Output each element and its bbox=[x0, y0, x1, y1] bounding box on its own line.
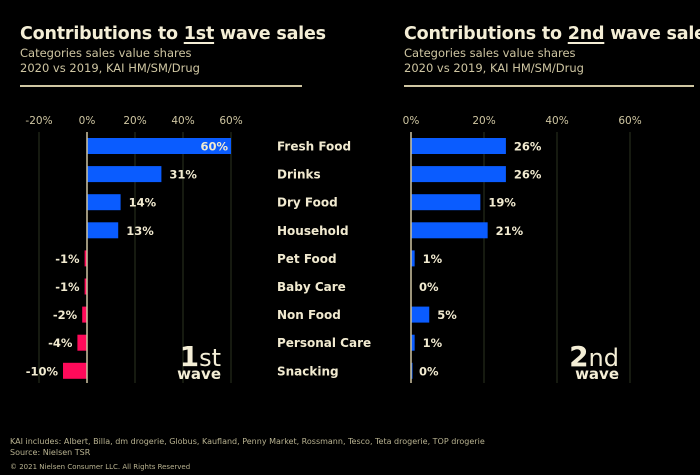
wave-watermark: 1st bbox=[180, 340, 221, 373]
data-label: 0% bbox=[419, 364, 439, 378]
bar bbox=[411, 334, 415, 351]
data-label: 14% bbox=[129, 196, 157, 210]
chart-subtitle-2a: Categories sales value shares bbox=[404, 46, 576, 60]
x-tick-label: 60% bbox=[219, 115, 242, 127]
x-tick-label: 20% bbox=[472, 115, 495, 127]
bar bbox=[411, 194, 481, 211]
data-label: 0% bbox=[419, 280, 439, 294]
title-ordinal: 1st bbox=[183, 24, 215, 44]
bar bbox=[87, 222, 119, 239]
category-label: Pet Food bbox=[277, 252, 337, 266]
data-label: -1% bbox=[55, 280, 80, 294]
bar bbox=[82, 306, 87, 323]
footnote-source: Source: Nielsen TSR bbox=[10, 448, 91, 457]
bar bbox=[77, 334, 87, 351]
bar bbox=[411, 306, 430, 323]
category-label: Snacking bbox=[277, 364, 339, 378]
data-label: 60% bbox=[200, 140, 228, 154]
bar bbox=[87, 166, 162, 183]
title-pre: Contributions to bbox=[404, 24, 568, 44]
x-tick-label: 0% bbox=[403, 115, 420, 127]
category-label: Drinks bbox=[277, 168, 321, 182]
data-label: -2% bbox=[53, 308, 78, 322]
wave-watermark-label: wave bbox=[177, 365, 221, 383]
chart-subtitle-1a: Categories sales value shares bbox=[20, 46, 192, 60]
footnote-kai: KAI includes: Albert, Billa, dm drogerie… bbox=[10, 437, 485, 446]
data-label: 31% bbox=[169, 168, 197, 182]
chart-subtitle-1b: 2020 vs 2019, KAI HM/SM/Drug bbox=[20, 61, 200, 75]
bar bbox=[411, 250, 415, 267]
data-label: 21% bbox=[496, 224, 524, 238]
x-tick-label: 40% bbox=[171, 115, 194, 127]
bar bbox=[84, 278, 87, 295]
title-post: wave sales bbox=[610, 24, 700, 44]
data-label: -1% bbox=[55, 252, 80, 266]
category-label: Baby Care bbox=[277, 280, 346, 294]
category-label: Personal Care bbox=[277, 336, 371, 350]
bar bbox=[411, 222, 488, 239]
data-label: 26% bbox=[514, 140, 542, 154]
copyright: © 2021 Nielsen Consumer LLC. All Rights … bbox=[10, 463, 191, 471]
wave-watermark: 2nd bbox=[569, 340, 619, 373]
data-label: 19% bbox=[488, 196, 516, 210]
chart-subtitle-2b: 2020 vs 2019, KAI HM/SM/Drug bbox=[404, 61, 584, 75]
category-label: Fresh Food bbox=[277, 140, 351, 154]
category-label: Dry Food bbox=[277, 196, 338, 210]
bar bbox=[411, 138, 506, 154]
data-label: -10% bbox=[26, 364, 59, 378]
bar bbox=[87, 138, 231, 154]
data-label: 13% bbox=[126, 224, 154, 238]
bar bbox=[411, 166, 506, 183]
title-post: wave sales bbox=[214, 24, 326, 44]
data-label: 1% bbox=[423, 336, 443, 350]
x-tick-label: -20% bbox=[25, 115, 52, 127]
data-label: 26% bbox=[514, 168, 542, 182]
x-tick-label: 20% bbox=[123, 115, 146, 127]
title-divider-1 bbox=[20, 85, 302, 87]
x-tick-label: 40% bbox=[545, 115, 568, 127]
bar bbox=[63, 362, 87, 379]
data-label: 5% bbox=[437, 308, 457, 322]
chart-title-1: Contributions to 1st wave sales bbox=[20, 24, 326, 44]
title-ordinal: 2nd bbox=[567, 24, 605, 44]
title-pre: Contributions to bbox=[20, 24, 184, 44]
x-tick-label: 60% bbox=[618, 115, 641, 127]
data-label: -4% bbox=[48, 336, 73, 350]
x-tick-label: 0% bbox=[79, 115, 96, 127]
category-label: Non Food bbox=[277, 308, 341, 322]
data-label: 1% bbox=[423, 252, 443, 266]
wave-watermark-label: wave bbox=[575, 365, 619, 383]
chart-title-2: Contributions to 2nd wave sales bbox=[404, 24, 700, 44]
title-divider-2 bbox=[404, 85, 694, 87]
category-label: Household bbox=[277, 224, 349, 238]
bar bbox=[87, 194, 121, 211]
bar bbox=[84, 250, 87, 267]
